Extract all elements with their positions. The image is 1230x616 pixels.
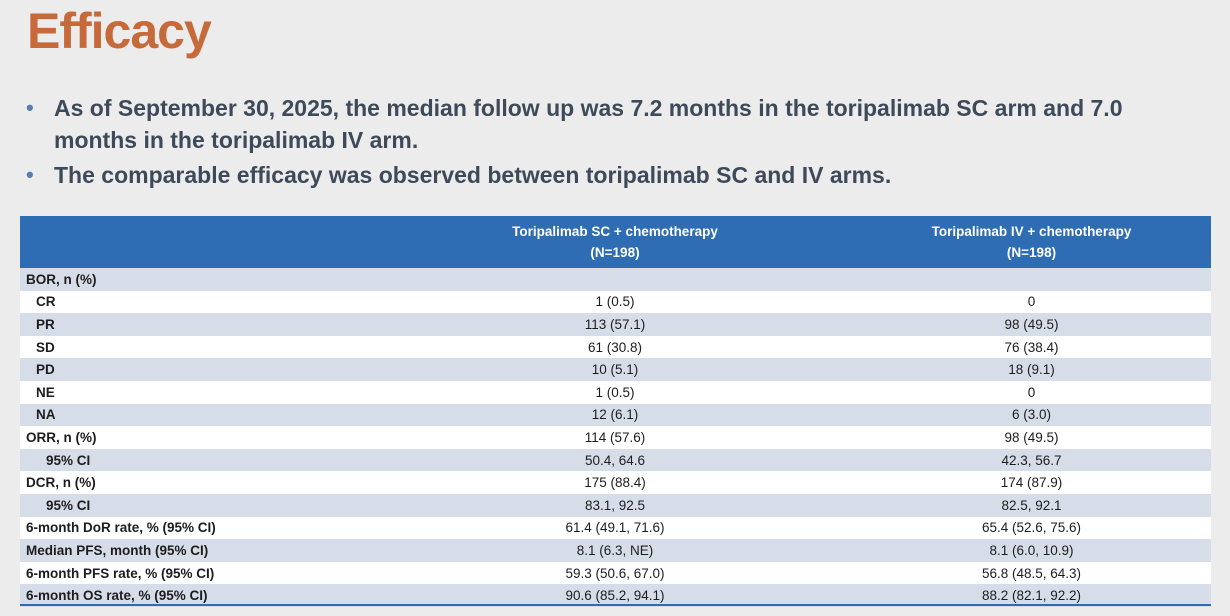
sc-value: 50.4, 64.6 bbox=[584, 452, 646, 468]
iv-value: 88.2 (82.1, 92.2) bbox=[981, 588, 1082, 604]
sc-value: 61.4 (49.1, 71.6) bbox=[565, 520, 665, 536]
table-row: PD 10 (5.1) 18 (9.1) bbox=[20, 358, 1211, 381]
iv-value: 0 bbox=[1027, 384, 1036, 400]
table-row: CR 1 (0.5) 0 bbox=[20, 290, 1211, 314]
table-row: ORR, n (%) 114 (57.6) 98 (49.5) bbox=[20, 426, 1211, 449]
table-bottom-border bbox=[20, 604, 1211, 606]
sc-value: 8.1 (6.3, NE) bbox=[576, 542, 654, 558]
table-header-row: Toripalimab SC + chemotherapy (N=198) To… bbox=[20, 216, 1211, 268]
header-iv-n: (N=198) bbox=[1006, 245, 1057, 260]
header-cell-label bbox=[20, 216, 378, 268]
iv-value: 98 (49.5) bbox=[1004, 316, 1059, 332]
iv-value: 76 (38.4) bbox=[1004, 339, 1059, 355]
row-label: Median PFS, month (95% CI) bbox=[26, 542, 209, 558]
bullet-text: As of September 30, 2025, the median fol… bbox=[54, 95, 1123, 153]
table-row: BOR, n (%) bbox=[20, 268, 1211, 291]
sc-value: 1 (0.5) bbox=[595, 384, 635, 400]
sc-value: 59.3 (50.6, 67.0) bbox=[565, 565, 665, 581]
row-label: 95% CI bbox=[46, 452, 91, 468]
iv-value: 8.1 (6.0, 10.9) bbox=[989, 542, 1074, 558]
row-label: 95% CI bbox=[46, 497, 91, 513]
iv-value: 82.5, 92.1 bbox=[1001, 497, 1062, 513]
bullet-icon: • bbox=[26, 162, 34, 187]
table-row: 6-month OS rate, % (95% CI) 90.6 (85.2, 9… bbox=[20, 584, 1211, 607]
header-cell-iv: Toripalimab IV + chemotherapy (N=198) bbox=[852, 216, 1211, 268]
table-row: PR 113 (57.1) 98 (49.5) bbox=[20, 313, 1211, 336]
table-row: 95% CI 83.1, 92.5 82.5, 92.1 bbox=[20, 493, 1211, 517]
sc-value: 10 (5.1) bbox=[591, 362, 639, 378]
sc-value bbox=[378, 268, 852, 291]
iv-value: 18 (9.1) bbox=[1008, 362, 1055, 378]
iv-value: 174 (87.9) bbox=[1000, 475, 1063, 491]
header-iv-arm: Toripalimab IV + chemotherapy bbox=[931, 224, 1132, 239]
row-label: NA bbox=[36, 407, 56, 423]
row-label: ORR, n (%) bbox=[26, 429, 97, 445]
efficacy-table: Toripalimab SC + chemotherapy (N=198) To… bbox=[20, 216, 1211, 607]
table-row: SD 61 (30.8) 76 (38.4) bbox=[20, 335, 1211, 359]
sc-value: 12 (6.1) bbox=[591, 407, 639, 423]
bullet-item: • The comparable efficacy was observed be… bbox=[26, 159, 1206, 191]
row-label: PR bbox=[36, 316, 55, 332]
table-row: 6-month DoR rate, % (95% CI) 61.4 (49.1, … bbox=[20, 516, 1211, 540]
iv-value: 42.3, 56.7 bbox=[1001, 452, 1062, 468]
table-row: 6-month PFS rate, % (95% CI) 59.3 (50.6, … bbox=[20, 561, 1211, 585]
table-row: NA 12 (6.1) 6 (3.0) bbox=[20, 403, 1211, 427]
iv-value: 56.8 (48.5, 64.3) bbox=[981, 565, 1082, 581]
iv-value bbox=[852, 268, 1211, 291]
row-label: SD bbox=[36, 339, 55, 355]
sc-value: 113 (57.1) bbox=[584, 316, 646, 332]
row-label: DCR, n (%) bbox=[26, 475, 96, 491]
header-cell-sc: Toripalimab SC + chemotherapy (N=198) bbox=[378, 216, 852, 268]
row-label: NE bbox=[36, 384, 55, 400]
iv-value: 6 (3.0) bbox=[1011, 407, 1052, 423]
row-label: CR bbox=[36, 294, 56, 310]
table-row: DCR, n (%) 175 (88.4) 174 (87.9) bbox=[20, 471, 1211, 494]
row-label: 6-month OS rate, % (95% CI) bbox=[26, 588, 208, 604]
iv-value: 65.4 (52.6, 75.6) bbox=[981, 520, 1082, 536]
sc-value: 83.1, 92.5 bbox=[584, 497, 646, 513]
bullet-list: • As of September 30, 2025, the median fo… bbox=[26, 92, 1206, 194]
table-row: Median PFS, month (95% CI) 8.1 (6.3, NE) 8… bbox=[20, 539, 1211, 562]
table-row: NE 1 (0.5) 0 bbox=[20, 380, 1211, 404]
sc-value: 1 (0.5) bbox=[595, 294, 635, 310]
iv-value: 98 (49.5) bbox=[1004, 429, 1059, 445]
page-title: Efficacy bbox=[27, 3, 212, 59]
header-sc-n: (N=198) bbox=[590, 245, 640, 260]
bullet-item: • As of September 30, 2025, the median fo… bbox=[26, 92, 1206, 156]
row-label: 6-month PFS rate, % (95% CI) bbox=[26, 565, 215, 581]
sc-value: 61 (30.8) bbox=[587, 339, 643, 355]
sc-value: 114 (57.6) bbox=[584, 429, 646, 445]
table-row: 95% CI 50.4, 64.6 42.3, 56.7 bbox=[20, 448, 1211, 472]
row-label: 6-month DoR rate, % (95% CI) bbox=[26, 520, 216, 536]
header-sc-arm: Toripalimab SC + chemotherapy bbox=[512, 224, 718, 239]
sc-value: 175 (88.4) bbox=[584, 475, 646, 491]
sc-value: 90.6 (85.2, 94.1) bbox=[565, 588, 665, 604]
bullet-text: The comparable efficacy was observed bet… bbox=[54, 162, 892, 188]
row-label: PD bbox=[36, 362, 55, 378]
iv-value: 0 bbox=[1027, 294, 1036, 310]
row-label: BOR, n (%) bbox=[26, 271, 97, 287]
bullet-icon: • bbox=[26, 95, 34, 120]
